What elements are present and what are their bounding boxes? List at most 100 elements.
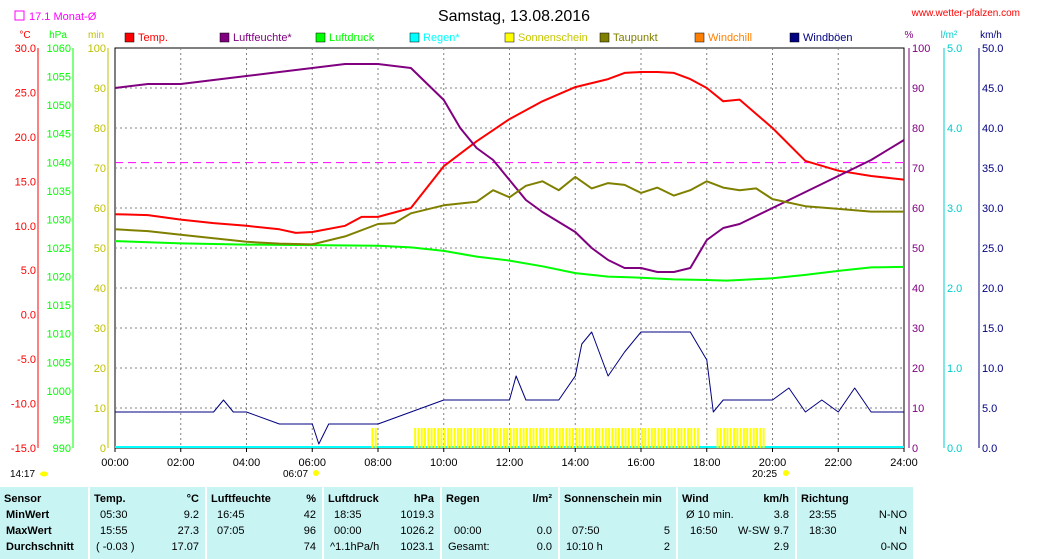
sunshine-bar bbox=[736, 428, 739, 448]
temp-min-time: 05:30 bbox=[100, 509, 128, 521]
sunshine-axis-label: min bbox=[88, 30, 104, 41]
humidity-max-time: 07:05 bbox=[217, 525, 245, 537]
col-pressure: Luftdruck hPa 18:35 1019.3 00:00 1026.2 … bbox=[324, 487, 440, 559]
sunshine-tick-label: 80 bbox=[94, 123, 106, 135]
sunshine-bar bbox=[621, 428, 624, 448]
sun-header: Sonnenschein min bbox=[564, 493, 662, 505]
sunshine-bar bbox=[516, 428, 519, 448]
sunrise-icon bbox=[313, 470, 319, 476]
sunshine-bar bbox=[502, 428, 505, 448]
sunshine-tick-label: 70 bbox=[94, 163, 106, 175]
sunshine-bar bbox=[677, 428, 680, 448]
sunrise-time: 06:07 bbox=[283, 469, 308, 480]
wind-max-dir: W-SW bbox=[738, 525, 770, 537]
temp-unit: °C bbox=[186, 493, 199, 505]
pressure-avg-val: 1023.1 bbox=[400, 541, 434, 553]
sunset-icon bbox=[783, 470, 789, 476]
sunshine-bar bbox=[562, 428, 565, 448]
sunshine-bar bbox=[644, 428, 647, 448]
sunshine-bar bbox=[664, 428, 666, 448]
sunshine-bar bbox=[489, 428, 492, 448]
pressure-tick-label: 1055 bbox=[47, 72, 71, 84]
direction-max-time: 18:30 bbox=[809, 525, 837, 537]
sunshine-tick-label: 60 bbox=[94, 203, 106, 215]
sunshine-bar bbox=[545, 428, 548, 448]
monthly-avg-icon bbox=[14, 10, 25, 21]
sunshine-bar bbox=[539, 428, 542, 448]
sunshine-bar bbox=[680, 428, 683, 448]
legend-label: Windböen bbox=[803, 32, 853, 44]
pressure-tick-label: 995 bbox=[53, 414, 71, 426]
sunshine-tick-label: 10 bbox=[94, 403, 106, 415]
sunshine-bar bbox=[601, 428, 604, 448]
wind-min-val: 3.8 bbox=[773, 509, 789, 521]
humidity-tick-label: 0 bbox=[912, 443, 918, 455]
sunshine-bar bbox=[437, 428, 440, 448]
temp-tick-label: -10.0 bbox=[11, 399, 36, 411]
sunshine-bar bbox=[571, 428, 574, 448]
sunshine-bar bbox=[427, 428, 430, 448]
sunshine-bar bbox=[670, 428, 673, 448]
wind-header: Wind bbox=[682, 493, 709, 505]
rain-tick-label: 3.0 bbox=[947, 203, 962, 215]
humidity-tick-label: 40 bbox=[912, 283, 924, 295]
humidity-tick-label: 60 bbox=[912, 203, 924, 215]
col-humidity: Luftfeuchte % 16:45 42 07:05 96 74 bbox=[207, 487, 322, 559]
sunshine-bar bbox=[578, 428, 581, 448]
pressure-tick-label: 990 bbox=[53, 443, 71, 455]
wind-tick-label: 30.0 bbox=[982, 203, 1003, 215]
sunshine-bar bbox=[624, 428, 627, 448]
legend-swatch bbox=[315, 32, 326, 43]
humidity-min-val: 42 bbox=[303, 509, 316, 521]
sunshine-bar bbox=[466, 428, 469, 448]
wind-tick-label: 35.0 bbox=[982, 163, 1003, 175]
rain-max-val: 0.0 bbox=[536, 525, 552, 537]
sunshine-bar bbox=[594, 428, 597, 448]
x-tick-label: 22:00 bbox=[824, 457, 852, 469]
sunshine-bar bbox=[479, 428, 482, 448]
humidity-unit: % bbox=[306, 493, 316, 505]
wind-unit: km/h bbox=[763, 493, 789, 505]
sunshine-bar bbox=[749, 428, 752, 448]
x-tick-label: 00:00 bbox=[101, 457, 129, 469]
sunshine-bar bbox=[598, 428, 601, 448]
sunshine-bar bbox=[506, 428, 509, 448]
sunshine-bar bbox=[512, 428, 515, 448]
sunshine-bar bbox=[483, 428, 486, 448]
wind-tick-label: 5.0 bbox=[982, 403, 997, 415]
sunshine-bar bbox=[591, 428, 594, 448]
pressure-tick-label: 1035 bbox=[47, 186, 71, 198]
series-line-temp bbox=[114, 71, 905, 234]
chart-title: Samstag, 13.08.2016 bbox=[438, 8, 590, 25]
sunshine-bar bbox=[486, 428, 489, 448]
legend-label: Windchill bbox=[708, 32, 752, 44]
sunshine-bar bbox=[759, 428, 762, 448]
sunshine-bar bbox=[716, 428, 719, 448]
sunshine-bar bbox=[611, 428, 614, 448]
humidity-min-time: 16:45 bbox=[217, 509, 245, 521]
sun-avg-val: 2 bbox=[663, 541, 670, 553]
sunshine-bar bbox=[608, 428, 611, 448]
site-link[interactable]: www.wetter-pfalzen.com bbox=[911, 8, 1020, 19]
sunshine-bar bbox=[654, 428, 657, 448]
humidity-max-val: 96 bbox=[303, 525, 316, 537]
temp-tick-label: 0.0 bbox=[21, 310, 36, 322]
x-tick-label: 20:00 bbox=[759, 457, 787, 469]
weather-chart: 00:00 02:00 04:00 06:00 08:00 10:00 12:00 14:00… bbox=[10, 8, 1020, 480]
sunshine-bar bbox=[581, 428, 584, 448]
humidity-tick-label: 10 bbox=[912, 403, 924, 415]
moon-icon bbox=[40, 471, 48, 477]
humidity-tick-label: 100 bbox=[912, 43, 930, 55]
legend-label: Luftdruck bbox=[329, 32, 375, 44]
sunshine-bar bbox=[631, 428, 634, 448]
col-direction: Richtung 23:55 N-NO 18:30 N 0-NO bbox=[797, 487, 913, 559]
wind-tick-label: 0.0 bbox=[982, 443, 997, 455]
legend-label: Sonnenschein bbox=[518, 32, 588, 44]
sunshine-bar bbox=[414, 428, 417, 448]
wind-avg-val: 2.9 bbox=[773, 541, 789, 553]
sunshine-bar bbox=[604, 428, 607, 448]
wind-tick-label: 25.0 bbox=[982, 243, 1003, 255]
sunshine-bar bbox=[733, 428, 736, 448]
pressure-tick-label: 1005 bbox=[47, 357, 71, 369]
temp-tick-label: 30.0 bbox=[15, 43, 36, 55]
